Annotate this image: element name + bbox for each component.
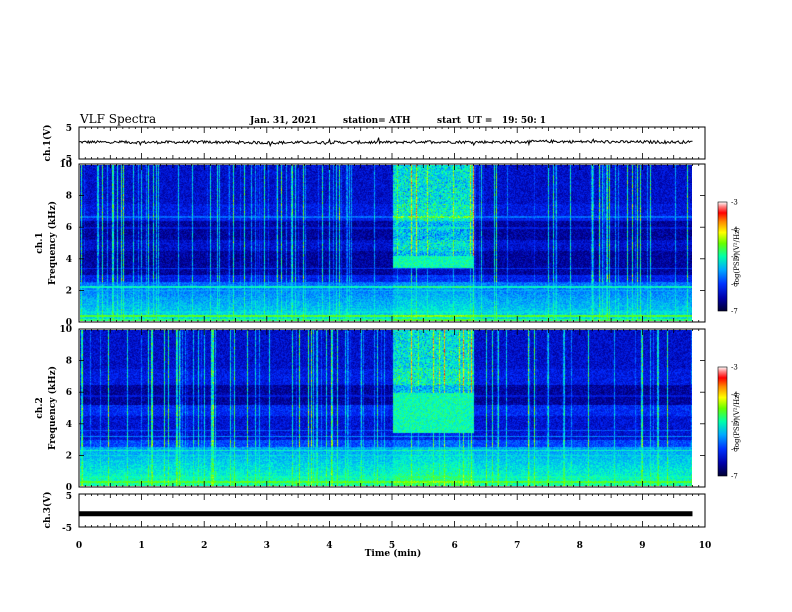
frequency-tick-label: 6	[66, 388, 72, 398]
ch1-spectrogram-ylabel-channel: ch.1	[35, 232, 45, 253]
ch3-ytick-bottom: -5	[62, 524, 72, 534]
colorbar-tick-label: -6	[731, 280, 738, 288]
ch2-spectrogram-image-holder	[80, 330, 692, 486]
ch1-waveform-line	[78, 137, 693, 148]
colorbar-tick-label: -3	[731, 364, 738, 372]
ch3-xticks	[78, 494, 706, 527]
ch1-spectrogram-image	[80, 165, 692, 321]
time-tick-label: 1	[138, 541, 144, 551]
time-tick-label: 8	[577, 541, 583, 551]
ch2-spectrogram-panel: 0 2 4 6 8 10 ch.2 Frequency (kHz)	[35, 325, 706, 493]
ch1-colorbar-label: log(PSD)(V²/Hz)	[733, 227, 741, 284]
time-axis-tick-labels: 0 1 2 3 4 5 6 7 8 9 10	[76, 541, 711, 551]
ch2-spectrogram-xticks	[78, 329, 706, 487]
ch1-xticks	[78, 127, 706, 159]
time-tick-label: 7	[514, 541, 520, 551]
time-tick-label: 0	[76, 541, 82, 551]
ch2-colorbar-ticks: -3 -4 -5 -6 -7	[731, 364, 738, 481]
ch3-ytick-top: 5	[66, 492, 72, 502]
ch1-spectrogram-panel: 0 2 4 6 8 10 ch.1 Frequency (kHz)	[35, 160, 706, 328]
time-tick-label: 6	[451, 541, 457, 551]
time-axis-label: Time (min)	[365, 548, 422, 559]
frequency-tick-label: 6	[66, 223, 72, 233]
header-date: Jan. 31, 2021	[249, 116, 317, 126]
header-start-time: start UT = 19: 50: 1	[437, 116, 546, 126]
ch1-colorbar-scale	[717, 201, 728, 312]
frequency-tick-label: 0	[66, 483, 72, 493]
time-tick-label: 4	[326, 541, 332, 551]
frequency-tick-label: 0	[66, 318, 72, 328]
frequency-tick-label: 2	[66, 451, 72, 461]
figure-title: VLF Spectra	[79, 112, 156, 126]
ch2-colorbar-label: log(PSD)(V²/Hz)	[733, 392, 741, 449]
colorbar-tick-label: -7	[731, 308, 738, 316]
time-tick-label: 9	[639, 541, 645, 551]
frequency-tick-label: 8	[66, 192, 72, 202]
ch3-waveform-panel: 5 -5 ch.3(V) 0 1 2 3 4 5 6 7 8 9 10 Time (min)	[42, 492, 711, 559]
ch1-spectrogram-image-holder	[80, 165, 692, 321]
time-tick-label: 10	[699, 541, 712, 551]
frequency-tick-label: 2	[66, 286, 72, 296]
frequency-tick-label: 4	[66, 255, 72, 265]
time-tick-label: 3	[264, 541, 270, 551]
colorbar-tick-label: -5	[731, 253, 738, 261]
colorbar-tick-label: -6	[731, 445, 738, 453]
time-tick-label: 5	[389, 541, 395, 551]
ch2-spectrogram-yticks: 0 2 4 6 8 10	[59, 325, 705, 493]
ch1-spectrogram-ylabel: Frequency (kHz)	[47, 201, 58, 285]
ch1-colorbar-ticks: -3 -4 -5 -6 -7	[731, 199, 738, 316]
frequency-tick-label: 4	[66, 420, 72, 430]
colorbar-tick-label: -7	[731, 473, 738, 481]
ch1-spectrogram-xticks	[78, 164, 706, 322]
time-tick-label: 2	[201, 541, 207, 551]
frequency-tick-label: 10	[59, 160, 72, 170]
ch1-waveform-panel: 5 -5 ch.1(V)	[42, 124, 706, 165]
ch1-colorbar: -3 -4 -5 -6 -7 log(PSD)(V²/Hz)	[717, 199, 741, 316]
header-station: station= ATH	[343, 116, 411, 126]
ch1-ytick-top: 5	[66, 124, 72, 134]
ch2-spectrogram-ylabel: Frequency (kHz)	[47, 366, 58, 450]
colorbar-tick-label: -4	[731, 391, 738, 399]
ch1-ylabel: ch.1(V)	[42, 125, 53, 162]
colorbar-tick-label: -4	[731, 226, 738, 234]
ch3-ylabel: ch.3(V)	[42, 492, 53, 529]
ch2-spectrogram-ylabel-channel: ch.2	[35, 397, 45, 418]
ch2-colorbar-scale	[717, 366, 728, 477]
ch2-spectrogram-image	[80, 330, 692, 486]
frequency-tick-label: 8	[66, 357, 72, 367]
ch2-colorbar: -3 -4 -5 -6 -7 log(PSD)(V²/Hz)	[717, 364, 741, 481]
ch1-ytick-bottom: -5	[62, 155, 72, 165]
ch1-spectrogram-yticks: 0 2 4 6 8 10	[59, 160, 705, 328]
colorbar-tick-label: -5	[731, 418, 738, 426]
colorbar-tick-label: -3	[731, 199, 738, 207]
frequency-tick-label: 10	[59, 325, 72, 335]
